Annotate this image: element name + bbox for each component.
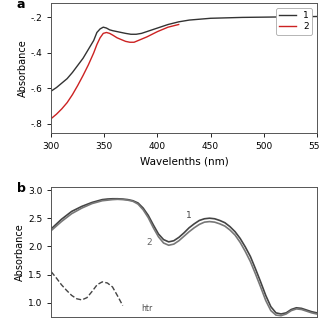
2 bbox=[119, 38, 123, 42]
1 bbox=[119, 31, 123, 35]
1 bbox=[101, 25, 105, 29]
2 bbox=[150, 32, 154, 36]
2 bbox=[132, 40, 136, 44]
2 bbox=[49, 117, 53, 121]
2 bbox=[86, 63, 90, 67]
1 bbox=[150, 28, 154, 32]
2 bbox=[136, 38, 140, 42]
1 bbox=[166, 23, 170, 27]
1 bbox=[60, 81, 64, 85]
2 bbox=[141, 37, 145, 41]
2 bbox=[177, 23, 180, 27]
1 bbox=[241, 15, 244, 19]
1 bbox=[92, 38, 96, 42]
2 bbox=[111, 33, 115, 37]
2 bbox=[108, 31, 112, 35]
2 bbox=[124, 39, 127, 43]
1 bbox=[129, 32, 133, 36]
2 bbox=[65, 101, 69, 105]
Y-axis label: Absorbance: Absorbance bbox=[18, 39, 28, 97]
2 bbox=[95, 43, 99, 46]
2 bbox=[70, 93, 74, 97]
1 bbox=[140, 31, 143, 35]
1 bbox=[177, 20, 180, 24]
2 bbox=[60, 107, 64, 111]
2 bbox=[128, 40, 132, 44]
1 bbox=[95, 31, 99, 35]
2 bbox=[76, 84, 80, 87]
Legend: 1, 2: 1, 2 bbox=[276, 8, 312, 35]
Line: 2: 2 bbox=[51, 25, 179, 119]
1 bbox=[134, 32, 138, 36]
1 bbox=[49, 89, 53, 93]
1 bbox=[105, 26, 108, 30]
1 bbox=[86, 47, 90, 51]
1 bbox=[111, 29, 115, 33]
2 bbox=[98, 36, 102, 40]
1 bbox=[55, 86, 59, 90]
Text: 1: 1 bbox=[186, 211, 192, 220]
1 bbox=[98, 27, 102, 31]
1 bbox=[188, 18, 191, 22]
X-axis label: Wavelenths (nm): Wavelenths (nm) bbox=[140, 156, 228, 166]
2 bbox=[156, 30, 159, 34]
Line: 1: 1 bbox=[51, 17, 317, 91]
2 bbox=[101, 31, 105, 35]
2 bbox=[166, 25, 170, 29]
Text: 2: 2 bbox=[146, 238, 152, 247]
2 bbox=[115, 36, 119, 40]
1 bbox=[65, 77, 69, 81]
2 bbox=[92, 51, 96, 55]
1 bbox=[115, 30, 119, 34]
1 bbox=[81, 56, 85, 60]
Text: htr: htr bbox=[141, 304, 152, 313]
2 bbox=[55, 112, 59, 116]
1 bbox=[70, 70, 74, 74]
1 bbox=[76, 63, 80, 67]
1 bbox=[209, 16, 212, 20]
1 bbox=[145, 30, 149, 34]
1 bbox=[108, 28, 112, 32]
1 bbox=[315, 15, 319, 19]
2 bbox=[145, 35, 149, 39]
Text: a: a bbox=[17, 0, 25, 11]
2 bbox=[105, 31, 108, 35]
1 bbox=[124, 31, 127, 35]
Y-axis label: Absorbance: Absorbance bbox=[15, 223, 25, 281]
2 bbox=[81, 74, 85, 77]
Text: b: b bbox=[17, 182, 26, 195]
1 bbox=[156, 26, 159, 30]
